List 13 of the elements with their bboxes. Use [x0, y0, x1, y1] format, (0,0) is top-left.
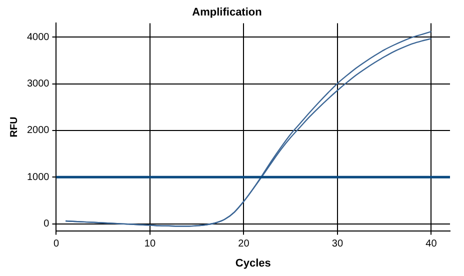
x-tick-label: 10 [144, 238, 156, 250]
y-tick-label: 4000 [26, 32, 50, 43]
x-tick-label: 30 [332, 238, 344, 250]
y-tick-label: 3000 [26, 78, 50, 90]
y-tick-label: 0 [44, 218, 50, 230]
chart-title: Amplification [192, 6, 262, 19]
x-tick-label: 20 [238, 238, 250, 250]
y-tick-label: 2000 [26, 125, 50, 136]
x-tick-label: 40 [426, 238, 438, 250]
x-tick-label: 0 [53, 238, 60, 250]
y-axis-title: RFU [8, 116, 20, 138]
x-axis-title: Cycles [235, 257, 271, 270]
y-tick-label: 1000 [26, 172, 50, 183]
